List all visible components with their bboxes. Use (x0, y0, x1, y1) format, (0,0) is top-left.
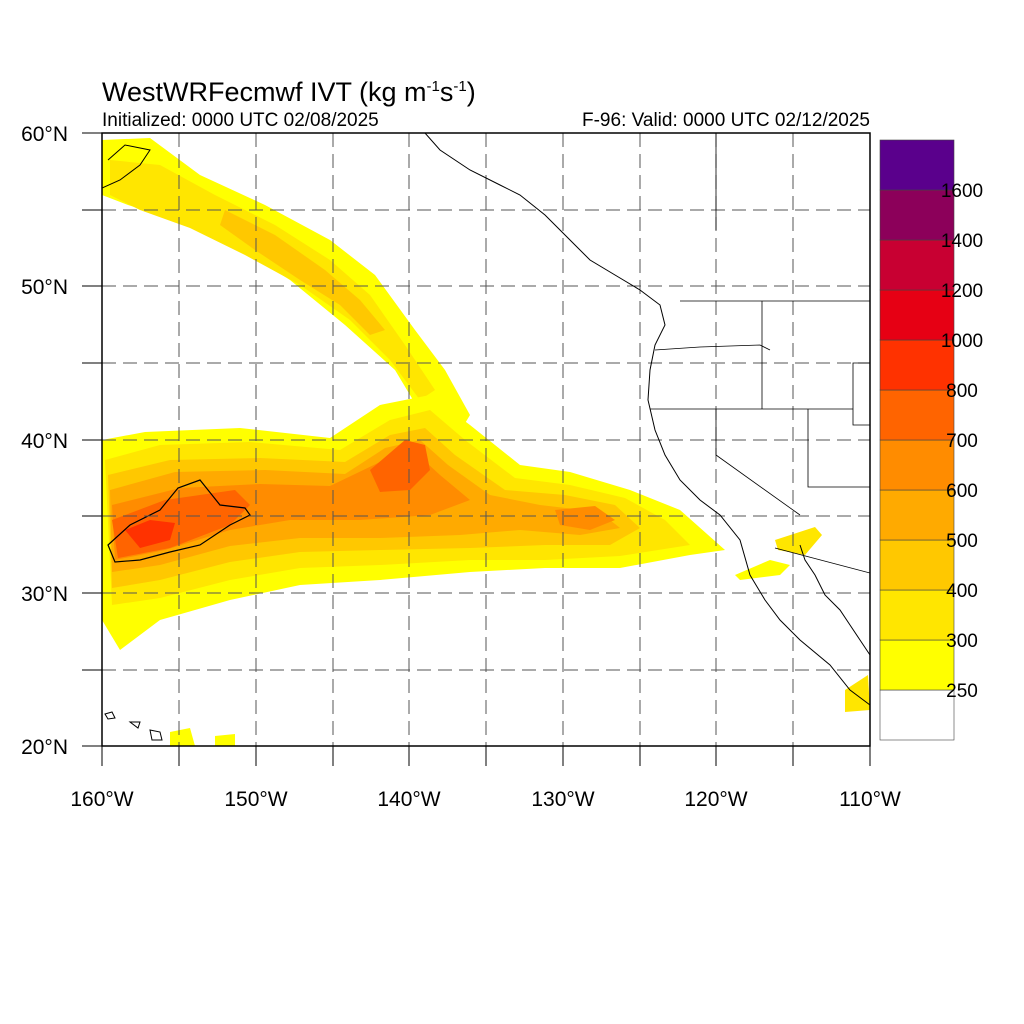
ivt-filament-north-inner (220, 210, 385, 335)
valid-time-label: F-96: Valid: 0000 UTC 02/12/2025 (582, 110, 870, 131)
lat-label-50n: 50°N (21, 276, 68, 299)
colorbar-swatch (879, 189, 955, 241)
lon-label-130w: 130°W (531, 788, 594, 811)
coastline-baja-gulf (799, 544, 870, 656)
colorbar-label: 300 (946, 631, 978, 652)
colorbar-label: 400 (946, 581, 978, 602)
colorbar-label: 1600 (941, 181, 983, 202)
colorbar-swatch (879, 239, 955, 291)
colorbar-swatch (879, 689, 955, 741)
lon-labels: 160°W 150°W 140°W 130°W 120°W 110°W (70, 788, 901, 811)
colorbar-label: 500 (946, 531, 978, 552)
ivt-plume-800 (125, 520, 175, 548)
colorbar-label: 250 (946, 681, 978, 702)
lon-label-160w: 160°W (70, 788, 133, 811)
ivt-plume-600-east (555, 506, 615, 530)
ivt-shading (102, 133, 870, 746)
lon-label-110w: 110°W (839, 788, 901, 811)
ivt-patch-south (845, 675, 870, 712)
colorbar-swatch (879, 389, 955, 441)
lat-label-40n: 40°N (21, 430, 68, 453)
init-time-label: Initialized: 0000 UTC 02/08/2025 (102, 110, 379, 131)
colorbar-label: 1200 (941, 281, 983, 302)
ivt-patch-gulf (775, 527, 822, 555)
ivt-filament-north-core (110, 160, 435, 400)
map-title: WestWRFecmwf IVT (kg m-1s-1) (102, 77, 476, 107)
lat-label-20n: 20°N (21, 736, 68, 759)
axis-ticks (82, 132, 871, 766)
political-boundaries (650, 133, 870, 574)
colorbar-swatch (879, 339, 955, 391)
lon-label-150w: 150°W (224, 788, 287, 811)
colorbar-label: 600 (946, 481, 978, 502)
lon-label-140w: 140°W (377, 788, 440, 811)
colorbar-swatch (879, 539, 955, 591)
colorbar-swatch (879, 139, 955, 191)
ivt-plume-700-b (370, 440, 430, 492)
colorbar-label: 1000 (941, 331, 983, 352)
ivt-patch-hawaii (170, 728, 235, 746)
colorbar-swatch (879, 439, 955, 491)
colorbar-label: 700 (946, 431, 978, 452)
coastline-alaska (102, 144, 151, 189)
coastline-hawaii (104, 711, 163, 741)
colorbar-swatch (879, 289, 955, 341)
colorbar-label: 800 (946, 381, 978, 402)
ivt-contour-1000 (107, 479, 251, 563)
lat-label-30n: 30°N (21, 583, 68, 606)
colorbar-swatch (879, 639, 955, 691)
lon-label-120w: 120°W (684, 788, 747, 811)
colorbar-swatch (879, 589, 955, 641)
colorbar-label: 1400 (941, 231, 983, 252)
coastline-north-america (424, 133, 870, 706)
colorbar-swatch (879, 489, 955, 541)
ivt-colorbar: 250 300 400 500 600 700 800 1000 1200 1400 1600 (879, 139, 983, 741)
ivt-patch-baja (735, 560, 790, 580)
lat-labels: 60°N 50°N 40°N 30°N 20°N (21, 123, 68, 759)
lat-label-60n: 60°N (21, 123, 68, 146)
